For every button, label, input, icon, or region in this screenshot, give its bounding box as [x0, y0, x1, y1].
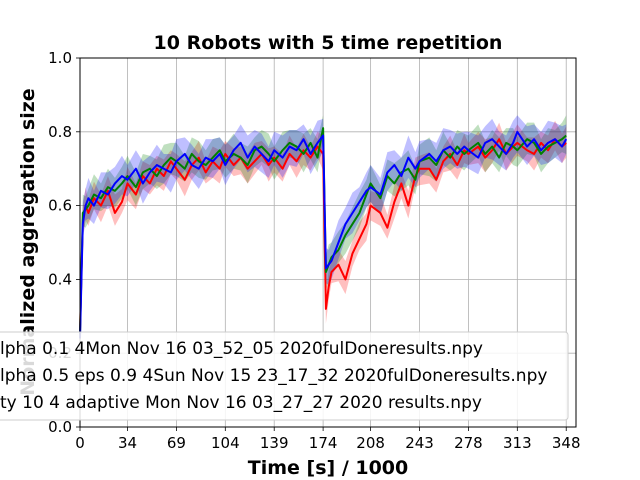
legend-box [0, 331, 569, 421]
x-axis-label: Time [s] / 1000 [248, 457, 409, 479]
series-band-1 [80, 115, 567, 350]
x-tick-label: 243 [405, 434, 434, 452]
series-lines [79, 127, 568, 339]
x-tick-label: 139 [260, 434, 289, 452]
y-tick-label: 0.4 [48, 270, 72, 288]
x-ticks: 0 34 69 104 139 174 208 243 278 313 348 [75, 427, 581, 452]
y-tick-label: 0.0 [48, 418, 72, 436]
legend: lpha 0.1 4Mon Nov 16 03_52_05 2020fulDon… [0, 331, 569, 421]
x-tick-label: 313 [503, 434, 532, 452]
x-tick-label: 0 [75, 434, 85, 452]
plot-frame [79, 57, 577, 428]
legend-entry: ty 10 4 adaptive Mon Nov 16 03_27_27 202… [0, 393, 482, 413]
x-tick-label: 104 [211, 434, 240, 452]
x-tick-label: 348 [552, 434, 581, 452]
x-tick-label: 34 [118, 434, 137, 452]
legend-entry: lpha 0.5 eps 0.9 4Sun Nov 15 23_17_32 20… [0, 366, 547, 386]
y-tick-label: 1.0 [48, 49, 72, 67]
y-axis-label: Normalized aggregation size [17, 88, 39, 395]
x-tick-label: 278 [454, 434, 483, 452]
legend-entry: lpha 0.1 4Mon Nov 16 03_52_05 2020fulDon… [0, 339, 483, 359]
y-tick-label: 0.8 [48, 123, 72, 141]
x-tick-label: 174 [309, 434, 338, 452]
chart-title: 10 Robots with 5 time repetition [154, 32, 503, 54]
x-tick-label: 208 [356, 434, 385, 452]
series-line-2 [79, 130, 568, 339]
series-band-2 [80, 115, 567, 357]
y-tick-label: 0.6 [48, 197, 72, 215]
x-tick-label: 69 [167, 434, 186, 452]
